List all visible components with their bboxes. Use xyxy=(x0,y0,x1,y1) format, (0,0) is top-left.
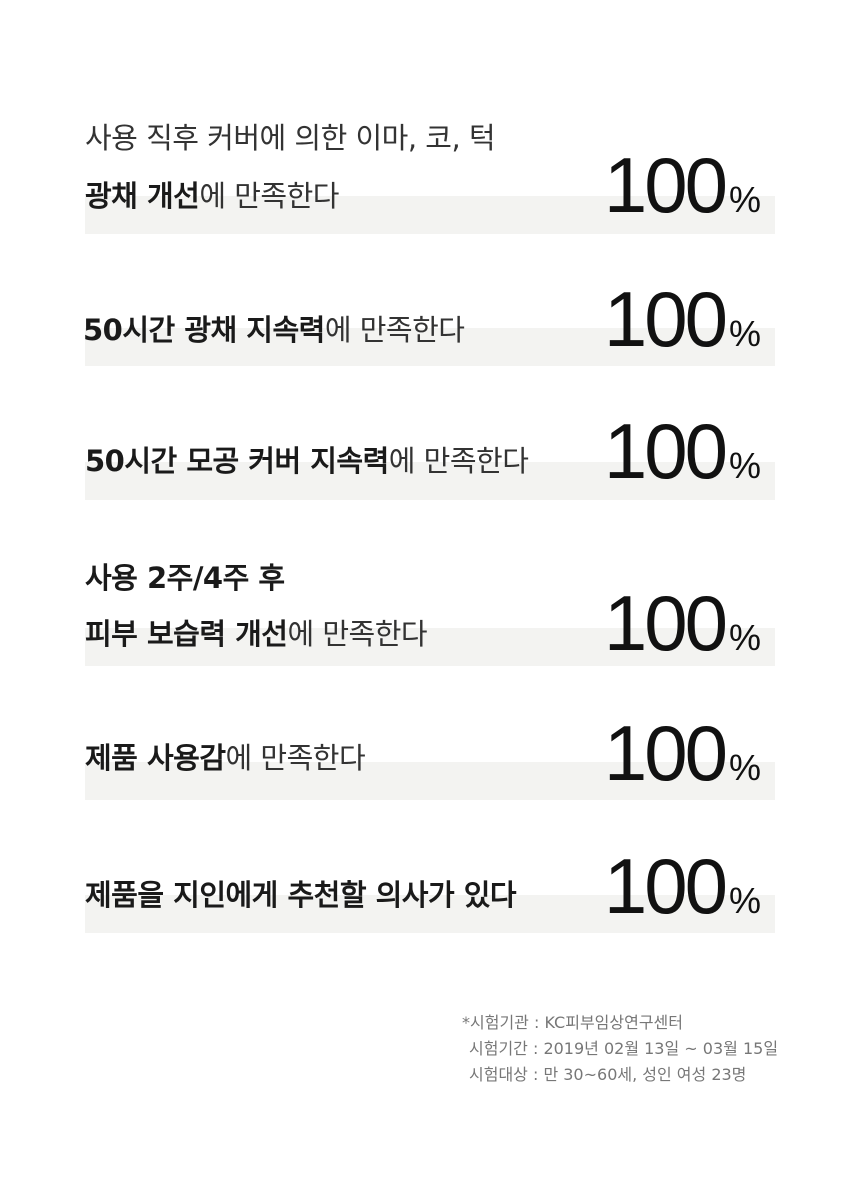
percent-number: 100 xyxy=(603,842,728,930)
survey-row-2: 50시간 광채 지속력에 만족한다 100% xyxy=(83,278,775,378)
row-label-rest: 에 만족한다 xyxy=(388,444,529,478)
row-label-bold: 50시간 모공 커버 지속력 xyxy=(85,444,389,478)
highlight-band xyxy=(85,196,775,234)
row-label-rest: 에 만족한다 xyxy=(225,741,366,775)
row-label-line2: 50시간 광채 지속력에 만족한다 xyxy=(83,304,465,356)
test-institution-note: *시험기관 : KC피부임상연구센터 xyxy=(462,1013,683,1032)
row-label-line2: 50시간 모공 커버 지속력에 만족한다 xyxy=(85,435,529,487)
highlight-band xyxy=(85,895,775,933)
row-label-line2: 피부 보습력 개선에 만족한다 xyxy=(85,608,428,660)
row-label-line1: 사용 2주/4주 후 xyxy=(85,552,285,604)
row-label-bold: 광채 개선 xyxy=(85,179,200,213)
highlight-band xyxy=(85,762,775,800)
percent-value: 100% xyxy=(604,714,761,792)
test-subjects-note: 시험대상 : 만 30~60세, 성인 여성 23명 xyxy=(469,1065,747,1084)
percent-value: 100% xyxy=(604,847,761,925)
highlight-band xyxy=(85,462,775,500)
row-label-line2: 제품을 지인에게 추천할 의사가 있다 xyxy=(85,869,517,921)
percent-sign: % xyxy=(728,617,761,658)
row-label-line1-text: 사용 2주/4주 후 xyxy=(85,561,285,595)
row-label-line2: 제품 사용감에 만족한다 xyxy=(85,732,366,784)
percent-sign: % xyxy=(728,747,761,788)
survey-row-1: 사용 직후 커버에 의한 이마, 코, 턱 광채 개선에 만족한다 100% xyxy=(85,110,775,240)
row-label-bold: 제품을 지인에게 추천할 의사가 있다 xyxy=(85,878,517,912)
test-footnotes: *시험기관 : KC피부임상연구센터 시험기간 : 2019년 02월 13일 … xyxy=(462,1010,778,1088)
row-label-line1-text: 사용 직후 커버에 의한 이마, 코, 턱 xyxy=(85,121,496,155)
row-label-rest: 에 만족한다 xyxy=(199,179,339,213)
survey-row-6: 제품을 지인에게 추천할 의사가 있다 100% xyxy=(85,845,775,945)
highlight-band xyxy=(85,628,775,666)
percent-value: 100% xyxy=(604,412,761,490)
row-label-bold: 피부 보습력 개선 xyxy=(85,617,288,651)
percent-sign: % xyxy=(728,445,761,486)
percent-number: 100 xyxy=(603,579,728,667)
percent-number: 100 xyxy=(603,709,728,797)
row-label-bold: 제품 사용감 xyxy=(85,741,226,775)
percent-sign: % xyxy=(728,179,761,220)
percent-value: 100% xyxy=(604,280,761,358)
highlight-band xyxy=(85,328,775,366)
row-label-line1: 사용 직후 커버에 의한 이마, 코, 턱 xyxy=(85,112,496,164)
survey-row-5: 제품 사용감에 만족한다 100% xyxy=(85,712,775,812)
row-label-line2: 광채 개선에 만족한다 xyxy=(85,170,339,222)
survey-row-3: 50시간 모공 커버 지속력에 만족한다 100% xyxy=(85,410,775,510)
percent-number: 100 xyxy=(603,407,728,495)
percent-value: 100% xyxy=(604,584,761,662)
survey-row-4: 사용 2주/4주 후 피부 보습력 개선에 만족한다 100% xyxy=(85,550,775,680)
row-label-bold: 50시간 광채 지속력 xyxy=(83,313,325,347)
row-label-rest: 에 만족한다 xyxy=(324,313,465,347)
test-period-note: 시험기간 : 2019년 02월 13일 ~ 03월 15일 xyxy=(469,1039,779,1058)
percent-value: 100% xyxy=(604,146,761,224)
percent-number: 100 xyxy=(603,141,728,229)
percent-sign: % xyxy=(728,880,761,921)
percent-sign: % xyxy=(728,313,761,354)
percent-number: 100 xyxy=(603,275,728,363)
row-label-rest: 에 만족한다 xyxy=(287,617,428,651)
